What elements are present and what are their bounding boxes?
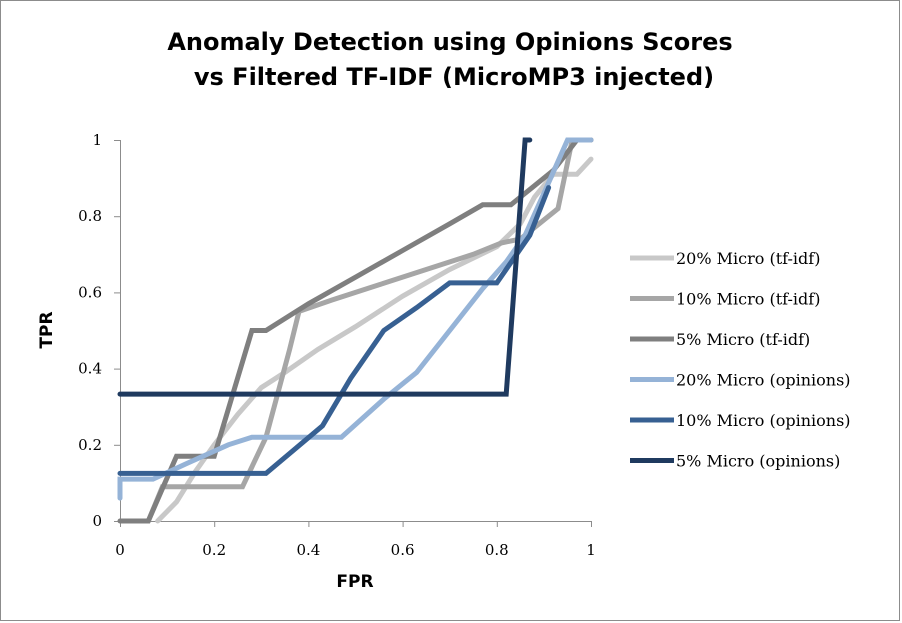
series-line-5 (117, 185, 552, 476)
y-tick-label: 0.4 (78, 360, 102, 378)
legend-label: 10% Micro (opinions) (676, 411, 851, 430)
x-tick-label: 0.6 (391, 541, 415, 559)
y-axis-title: TPR (37, 311, 57, 348)
x-tick-group: 0 0.2 0.4 0.6 0.8 1 (115, 521, 596, 559)
series-line-2 (145, 137, 594, 524)
legend-label: 10% Micro (tf-idf) (676, 290, 820, 309)
y-tick-label: 1 (92, 131, 102, 149)
legend-label: 5% Micro (tf-idf) (676, 330, 810, 349)
series-group (117, 137, 594, 524)
chart-subtitle: vs Filtered TF-IDF (MicroMP3 injected) (194, 63, 714, 91)
x-axis-title: FPR (336, 572, 373, 592)
x-tick-label: 0.4 (296, 541, 320, 559)
legend-label: 20% Micro (opinions) (676, 371, 851, 390)
y-tick-label: 0.8 (78, 207, 102, 225)
x-tick-label: 0 (115, 541, 125, 559)
series-line-4 (117, 137, 594, 501)
y-tick-group: 0 0.2 0.4 0.6 0.8 1 (78, 131, 120, 530)
y-tick-label: 0 (92, 512, 102, 530)
chart-title: Anomaly Detection using Opinions Scores (167, 28, 732, 56)
legend: 20% Micro (tf-idf) 10% Micro (tf-idf) 5% M… (630, 249, 851, 471)
x-tick-label: 0.8 (485, 541, 509, 559)
y-tick-label: 0.2 (78, 436, 102, 454)
series-line-6 (117, 137, 533, 397)
legend-label: 5% Micro (opinions) (676, 452, 840, 471)
x-tick-label: 0.2 (202, 541, 226, 559)
legend-label: 20% Micro (tf-idf) (676, 249, 820, 268)
x-tick-label: 1 (586, 541, 596, 559)
series-line-3 (117, 137, 594, 524)
y-tick-label: 0.6 (78, 283, 102, 301)
